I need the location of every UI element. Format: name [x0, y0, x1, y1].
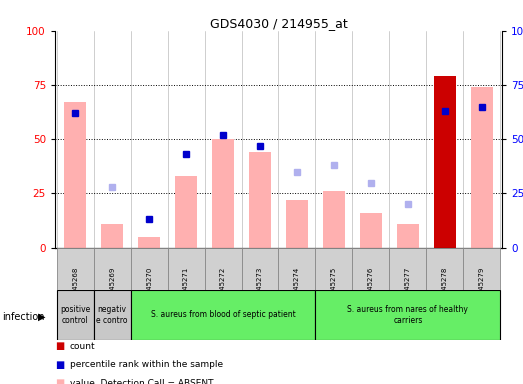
- FancyBboxPatch shape: [131, 290, 315, 340]
- FancyBboxPatch shape: [426, 248, 463, 290]
- Bar: [212, 139, 234, 248]
- FancyBboxPatch shape: [204, 248, 242, 290]
- Text: GSM345270: GSM345270: [146, 266, 152, 309]
- Bar: [101, 224, 123, 248]
- Bar: [138, 237, 160, 248]
- Text: ■: ■: [55, 341, 64, 351]
- Text: GSM345276: GSM345276: [368, 266, 374, 309]
- Text: GSM345278: GSM345278: [442, 266, 448, 309]
- Text: S. aureus from nares of healthy
carriers: S. aureus from nares of healthy carriers: [347, 305, 468, 324]
- Text: negativ
e contro: negativ e contro: [96, 305, 128, 324]
- Text: GSM345272: GSM345272: [220, 266, 226, 309]
- Text: ■: ■: [55, 360, 64, 370]
- FancyBboxPatch shape: [94, 290, 131, 340]
- Bar: [286, 200, 308, 248]
- FancyBboxPatch shape: [131, 248, 168, 290]
- Text: GSM345273: GSM345273: [257, 266, 263, 309]
- Text: ■: ■: [55, 378, 64, 384]
- FancyBboxPatch shape: [94, 248, 131, 290]
- Text: S. aureus from blood of septic patient: S. aureus from blood of septic patient: [151, 310, 295, 319]
- Bar: [397, 224, 419, 248]
- Text: value, Detection Call = ABSENT: value, Detection Call = ABSENT: [70, 379, 213, 384]
- FancyBboxPatch shape: [168, 248, 204, 290]
- FancyBboxPatch shape: [389, 248, 426, 290]
- Text: GSM345271: GSM345271: [183, 266, 189, 309]
- FancyBboxPatch shape: [57, 248, 94, 290]
- Text: ▶: ▶: [38, 312, 45, 322]
- FancyBboxPatch shape: [315, 248, 353, 290]
- Text: GSM345268: GSM345268: [72, 266, 78, 309]
- Text: GSM345277: GSM345277: [405, 266, 411, 309]
- Title: GDS4030 / 214955_at: GDS4030 / 214955_at: [210, 17, 347, 30]
- Text: infection: infection: [3, 312, 45, 322]
- Text: GSM345279: GSM345279: [479, 266, 485, 309]
- Text: count: count: [70, 342, 95, 351]
- Bar: [434, 76, 456, 248]
- Bar: [323, 191, 345, 248]
- FancyBboxPatch shape: [315, 290, 500, 340]
- Bar: [471, 87, 493, 248]
- FancyBboxPatch shape: [463, 248, 500, 290]
- Bar: [249, 152, 271, 248]
- Text: GSM345275: GSM345275: [331, 266, 337, 309]
- Text: GSM345274: GSM345274: [294, 266, 300, 309]
- Bar: [175, 176, 197, 248]
- Text: GSM345269: GSM345269: [109, 266, 115, 309]
- FancyBboxPatch shape: [278, 248, 315, 290]
- Text: positive
control: positive control: [60, 305, 90, 324]
- Text: percentile rank within the sample: percentile rank within the sample: [70, 360, 223, 369]
- Bar: [64, 102, 86, 248]
- Bar: [360, 213, 382, 248]
- FancyBboxPatch shape: [57, 290, 94, 340]
- FancyBboxPatch shape: [353, 248, 389, 290]
- FancyBboxPatch shape: [242, 248, 278, 290]
